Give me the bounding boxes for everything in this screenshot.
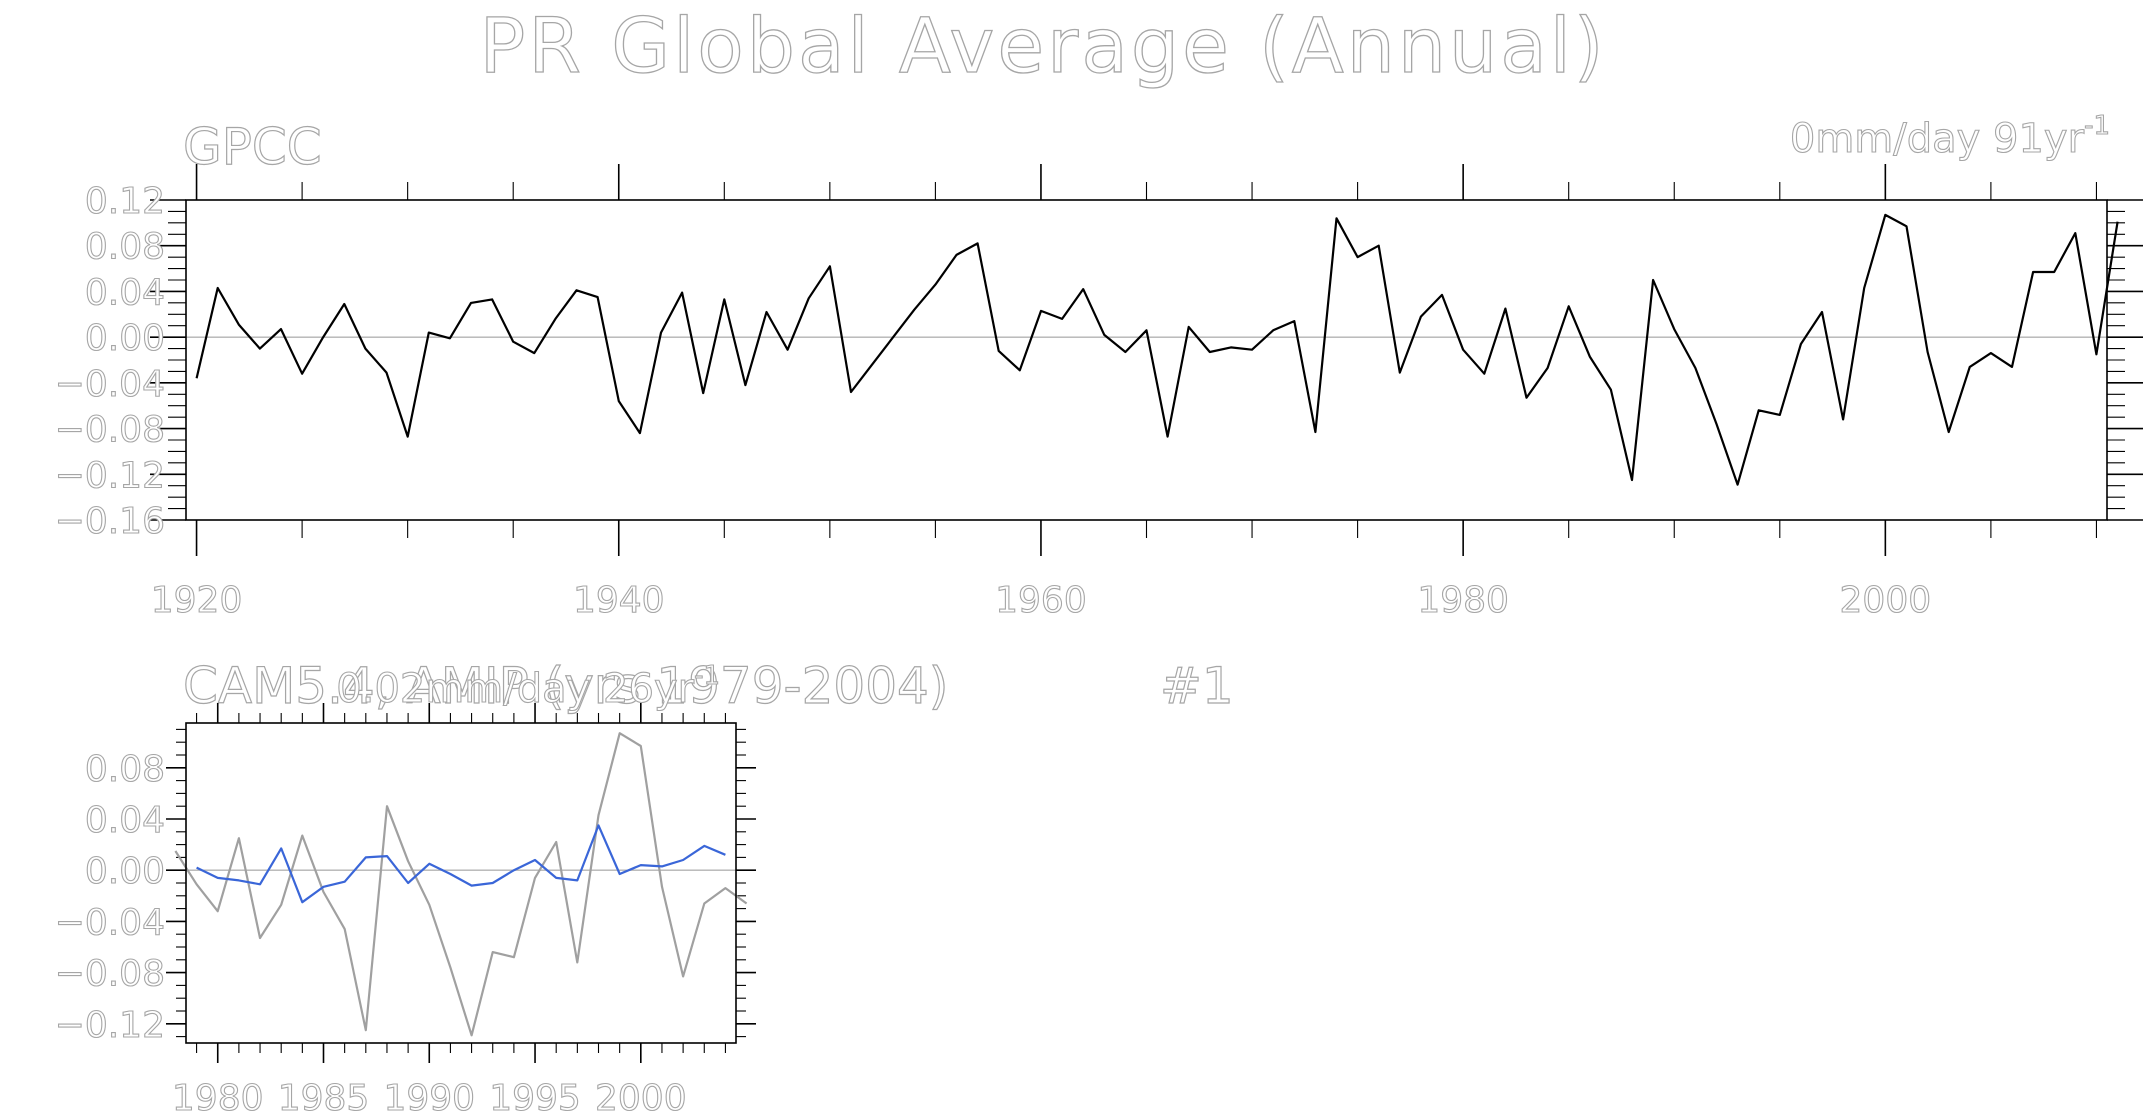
panel-gpcc-trend-text: 0mm/day 91yr — [1790, 116, 2085, 162]
panel-cam-trend: 0.02mm/day 26yr-1 — [336, 661, 720, 712]
gpcc-x-tick-label: 1980 — [1417, 580, 1509, 621]
cam-y-tick-label: 0.08 — [85, 749, 165, 790]
gpcc-y-tick-label: −0.08 — [55, 410, 165, 451]
gpcc-y-tick-label: 0.00 — [85, 318, 165, 359]
cam-plot-frame — [185, 722, 737, 1044]
panel-cam-run-label: #1 — [1160, 657, 1234, 715]
panel-gpcc-trend-exponent: -1 — [2084, 111, 2110, 141]
panel-cam-trend-text: 0.02mm/day 26yr — [336, 666, 694, 712]
gpcc-x-tick-label: 1940 — [573, 580, 665, 621]
panel-gpcc: GPCC 0mm/day 91yr-1 1920 1940 1960 1980 2000… — [54, 110, 2143, 622]
panel-cam: CAM5.4, AMIP (yrs 1979-2004) #1 0.02mm/d… — [54, 656, 1234, 1116]
panel-cam-trend-exponent: -1 — [694, 661, 720, 691]
gpcc-series-line-0 — [195, 213, 2119, 486]
cam-y-tick-label: −0.04 — [55, 902, 165, 943]
panel-gpcc-trend: 0mm/day 91yr-1 — [1790, 111, 2110, 162]
gpcc-y-tick-label: −0.12 — [55, 455, 165, 496]
cam-x-tick-label: 1985 — [278, 1078, 370, 1116]
gpcc-x-tick-label: 2000 — [1840, 580, 1932, 621]
gpcc-x-tick-label: 1920 — [151, 580, 243, 621]
cam-x-tick-label: 1980 — [172, 1078, 264, 1116]
gpcc-y-tick-label: 0.04 — [85, 272, 165, 313]
panel-cam-subtitle: CAM5.4, AMIP (yrs 1979-2004) — [183, 657, 948, 715]
panel-gpcc-subtitle: GPCC — [183, 118, 322, 176]
cam-series-line-1 — [196, 824, 726, 904]
cam-x-tick-label: 1990 — [383, 1078, 475, 1116]
cam-y-tick-label: 0.00 — [85, 851, 165, 892]
gpcc-y-tick-label: −0.04 — [55, 364, 165, 405]
cam-x-tick-label: 1995 — [489, 1078, 581, 1116]
figure-title: PR Global Average (Annual) — [479, 1, 1606, 90]
gpcc-y-tick-label: 0.12 — [85, 181, 165, 222]
cam-x-tick-label: 2000 — [595, 1078, 687, 1116]
gpcc-y-tick-label: 0.08 — [85, 227, 165, 268]
cam-y-tick-label: −0.08 — [55, 954, 165, 995]
cam-series-line-0 — [174, 732, 748, 1037]
gpcc-y-tick-label: −0.16 — [55, 501, 165, 542]
gpcc-plot-frame — [185, 199, 2108, 521]
gpcc-x-tick-label: 1960 — [995, 580, 1087, 621]
cam-y-tick-label: −0.12 — [55, 1005, 165, 1046]
cam-y-tick-label: 0.04 — [85, 800, 165, 841]
